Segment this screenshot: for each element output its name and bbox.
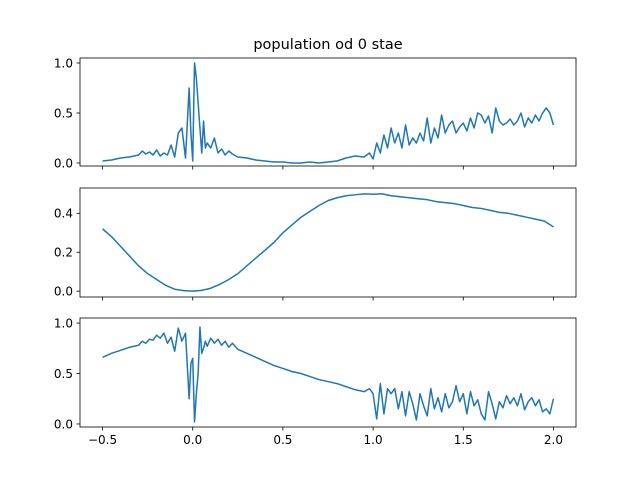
subplot-2: 0.0 0.2 0.4 <box>54 187 577 301</box>
axes-group: 0.0 0.5 1.0 0.0 0.2 0.4 0.0 0.5 1.0 −0.5 0.0 0.5 1.0… <box>54 56 577 447</box>
y-tick-label-3-1: 0.5 <box>54 367 73 381</box>
x-tick-label-3: 1.0 <box>364 433 383 447</box>
y-tick-label-2-1: 0.2 <box>54 246 73 260</box>
axes-frame-3 <box>79 317 577 428</box>
chart-title: population od 0 stae <box>253 37 402 53</box>
x-tick-label-0: −0.5 <box>88 433 117 447</box>
y-tick-label-3-2: 1.0 <box>54 316 73 330</box>
x-tick-label-2: 0.5 <box>273 433 292 447</box>
series-line-1 <box>102 62 555 164</box>
subplot-1: 0.0 0.5 1.0 <box>54 56 577 170</box>
x-tick-label-1: 0.0 <box>183 433 202 447</box>
x-tick-label-4: 1.5 <box>454 433 473 447</box>
series-line-3 <box>102 326 555 423</box>
axes-frame-2 <box>79 187 577 298</box>
y-tick-label-1-1: 0.5 <box>54 106 73 120</box>
subplot-3: 0.0 0.5 1.0 −0.5 0.0 0.5 1.0 1.5 2.0 <box>54 316 577 447</box>
axes-frame-1 <box>79 57 577 167</box>
y-tick-label-2-2: 0.4 <box>54 207 73 221</box>
x-tick-label-5: 2.0 <box>544 433 563 447</box>
y-tick-label-1-0: 0.0 <box>54 156 73 170</box>
y-tick-label-2-0: 0.0 <box>54 284 73 298</box>
y-tick-label-3-0: 0.0 <box>54 417 73 431</box>
series-line-2 <box>102 193 554 292</box>
y-tick-label-1-2: 1.0 <box>54 56 73 70</box>
